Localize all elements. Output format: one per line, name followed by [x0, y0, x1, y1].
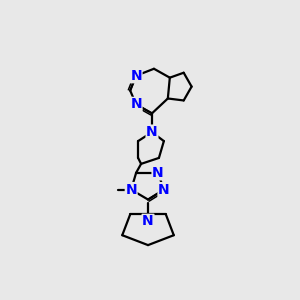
Text: N: N: [146, 125, 158, 139]
Text: N: N: [130, 98, 142, 111]
Text: N: N: [142, 214, 154, 228]
Text: N: N: [158, 183, 170, 196]
Text: N: N: [152, 166, 164, 180]
Text: N: N: [130, 69, 142, 83]
Text: N: N: [125, 183, 137, 196]
